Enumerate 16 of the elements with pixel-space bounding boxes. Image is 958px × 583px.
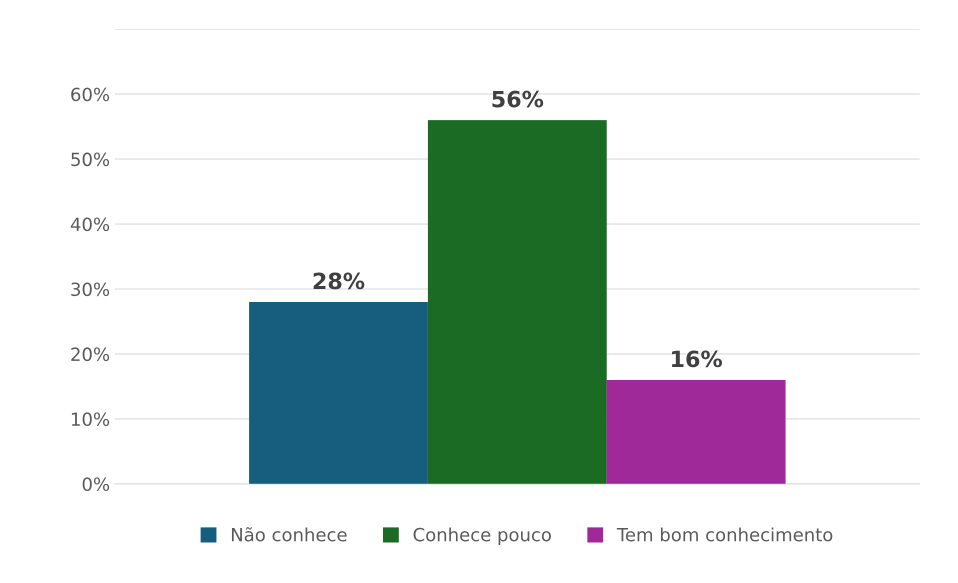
y-tick-label: 0%	[82, 477, 110, 492]
legend-label: Conhece pouco	[414, 527, 551, 545]
bar	[249, 302, 428, 484]
data-label: 16%	[672, 350, 722, 368]
y-tick-label: 10%	[72, 412, 110, 426]
y-tick-label: 40%	[70, 218, 110, 232]
data-label: 28%	[314, 272, 364, 290]
legend-label: Tem bom conhecimento	[616, 527, 832, 542]
y-tick-label: 20%	[71, 347, 110, 362]
bar	[428, 120, 607, 484]
y-tick-label: 50%	[71, 152, 110, 166]
y-tick-label: 30%	[71, 282, 110, 296]
y-tick-label: 60%	[71, 88, 110, 102]
data-label: 56%	[492, 90, 544, 108]
legend-label: Não conhece	[232, 527, 347, 542]
bar	[606, 380, 786, 484]
